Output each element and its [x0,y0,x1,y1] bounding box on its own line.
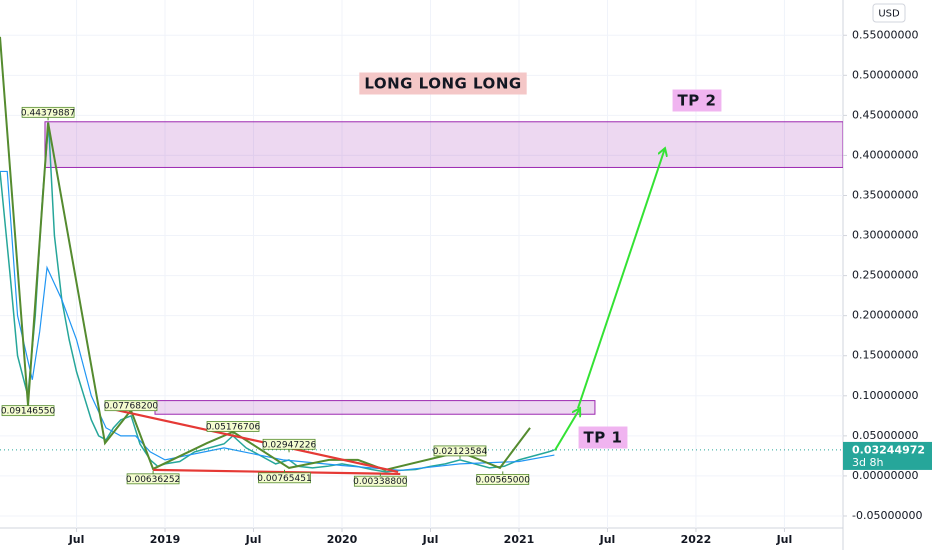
annotation-box [672,89,722,112]
y-tick-label: -0.05000000 [852,509,922,522]
pivot-label: 0.00338800 [353,473,408,487]
pivot-box [476,473,530,485]
x-tick-label: 2020 [327,533,358,546]
x-tick-label: 2021 [504,533,535,546]
pivot-box [353,475,407,487]
pivot-box [433,445,487,457]
pivot-label: 0.00636252 [126,470,180,485]
x-tick-label: 2019 [150,533,181,546]
last-price-label: 0.03244972 [852,443,925,456]
x-tick-label: Jul [599,533,616,546]
target-zone [154,400,596,415]
x-tick-label: Jul [68,533,85,546]
pivot-label: 0.05176706 [206,421,261,435]
countdown: 3d 8h [852,456,883,469]
price-line [0,123,555,473]
arrow [554,408,580,451]
annotation-text: TP 1 [584,429,623,447]
trend-line [153,468,401,476]
annotation-box [578,426,628,449]
y-tick-label: 0.40000000 [852,148,918,161]
y-tick-label: 0.20000000 [852,309,918,322]
y-tick-label: 0.35000000 [852,188,918,201]
y-tick-label: 0.05000000 [852,429,918,442]
pivot-box [1,405,55,417]
pivot-box [262,438,316,450]
y-tick-label: 0.45000000 [852,108,918,121]
annotation-box [359,72,527,95]
pivot-text: 0.00765451 [257,474,311,484]
pivot-text: 0.00636252 [126,475,180,485]
arrow [577,148,665,409]
y-tick-label: 0.15000000 [852,349,918,362]
pivot-box [21,106,75,118]
x-tick-label: Jul [422,533,439,546]
pivot-label: 0.44379887 [21,106,75,121]
pivot-box [206,421,260,432]
pivot-text: 0.00338800 [353,477,408,487]
pivot-label: 0.00565000 [476,471,531,485]
pivot-text: 0.07768200 [104,402,159,412]
x-tick-label: 2022 [681,533,712,546]
pivot-text: 0.44379887 [21,108,75,118]
plot [0,0,843,528]
y-tick-label: 0.10000000 [852,389,918,402]
x-tick-label: Jul [245,533,262,546]
trend-line [107,407,399,473]
pivot-label: 0.02123584 [433,445,488,459]
y-tick-label: 0.50000000 [852,68,918,81]
currency-box[interactable] [872,3,906,23]
annotation-text: TP 2 [678,92,717,110]
y-tick-label: 0.55000000 [852,28,918,41]
currency[interactable]: USD [878,9,900,20]
y-tick-label: 0.30000000 [852,229,918,242]
pivot-box [258,472,311,484]
pivot-label: 0.09146550 [1,402,56,417]
y-tick-label: 0.00000000 [852,469,918,482]
last-price-box [843,441,932,470]
x-tick-label: Jul [776,533,793,546]
pivot-text: 0.02123584 [433,447,488,457]
annotation-text: LONG LONG LONG [364,75,521,93]
pivot-text: 0.05176706 [206,422,261,432]
pivot-box [104,400,158,412]
pivot-label: 0.07768200 [104,400,159,414]
pivot-box [126,473,180,485]
pivot-label: 0.00765451 [257,469,312,484]
target-zone [44,121,843,168]
y-tick-label: 0.25000000 [852,269,918,282]
pivot-text: 0.09146550 [1,407,56,417]
pivot-text: 0.02947226 [262,440,317,450]
pivot-text: 0.00565000 [476,475,531,485]
pivot-label: 0.02947226 [262,438,317,453]
